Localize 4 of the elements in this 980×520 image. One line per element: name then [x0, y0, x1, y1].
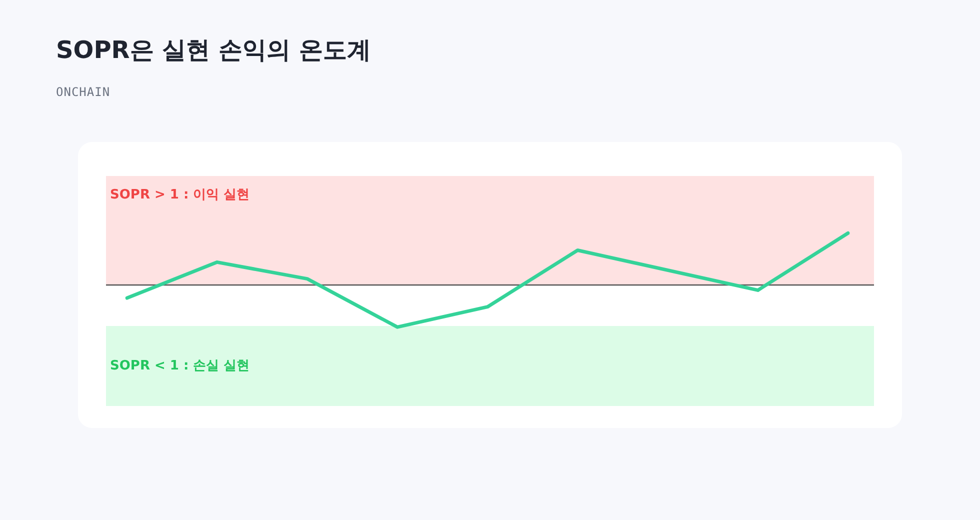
band-label: SOPR < 1 : 손실 실현 — [110, 358, 250, 374]
band-label: SOPR > 1 : 이익 실현 — [110, 187, 250, 202]
chart-subtitle: ONCHAIN — [56, 85, 110, 99]
chart-title: SOPR은 실현 손익의 온도계 — [56, 35, 371, 66]
